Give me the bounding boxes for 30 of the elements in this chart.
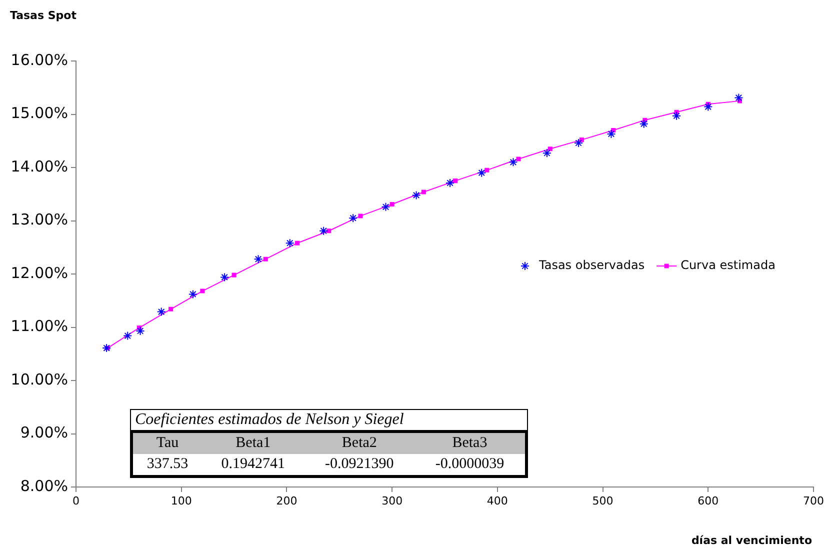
legend-label: Curva estimada — [680, 258, 776, 272]
x-tick-label: 600 — [698, 494, 719, 508]
annotation: 337.53 — [146, 455, 190, 474]
annotation: -0.0000039 — [434, 455, 506, 474]
x-tick-label: 200 — [276, 494, 298, 508]
y-tick-label: 11.00% — [10, 317, 68, 336]
y-tick-label: 16.00% — [10, 50, 68, 69]
y-tick-label: 14.00% — [10, 157, 68, 176]
x-tick-label: 0 — [72, 494, 80, 508]
y-tick-label: 10.00% — [10, 370, 68, 388]
y-tick-label: 15.00% — [10, 104, 68, 122]
annotation: Beta3 — [414, 432, 526, 454]
x-tick-label: 400 — [486, 494, 508, 508]
annotation: Beta1 — [202, 432, 304, 454]
x-tick-label: 100 — [170, 494, 192, 508]
x-axis-title: días al vencimiento — [691, 534, 812, 547]
y-tick-label: 9.00% — [20, 424, 68, 442]
x-tick-label: 500 — [592, 494, 614, 508]
annotation: 0.1942741 — [220, 455, 286, 474]
x-tick-label: 300 — [382, 494, 403, 508]
annotation: Tau — [132, 432, 202, 454]
y-tick-label: 12.00% — [10, 264, 68, 282]
annotation: -0.0921390 — [324, 455, 395, 474]
y-axis-title: Tasas Spot — [10, 8, 76, 22]
y-tick-label: 13.00% — [10, 210, 68, 229]
x-tick-label: 700 — [803, 494, 824, 508]
y-tick-label: 8.00% — [20, 476, 68, 495]
annotation: Coeficientes estimados de Nelson y Siegel — [131, 410, 527, 431]
legend-label: Tasas observadas — [538, 258, 645, 272]
annotation: Beta2 — [304, 432, 414, 454]
